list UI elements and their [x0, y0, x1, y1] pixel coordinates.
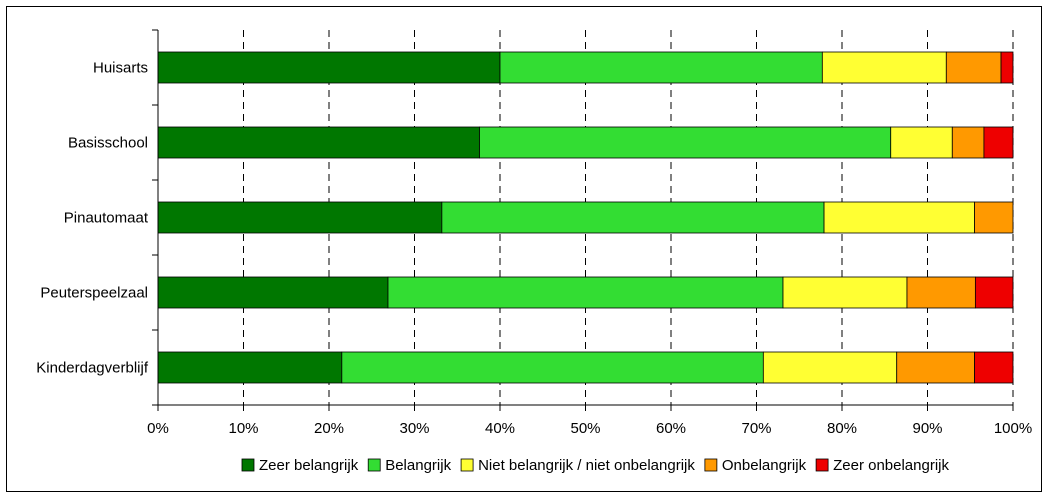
bar-segment [906, 276, 976, 309]
legend: Zeer belangrijk Belangrijk Niet belangrijk… [241, 457, 950, 474]
legend-swatch [241, 458, 255, 472]
bar-segment [974, 201, 1014, 234]
bars [157, 51, 1014, 384]
category-label: Huisarts [93, 60, 148, 77]
bar-segment [157, 126, 480, 159]
bar-segment [782, 276, 908, 309]
category-label: Pinautomaat [64, 210, 149, 227]
legend-label: Onbelangrijk [722, 457, 807, 474]
bar-segment [951, 126, 985, 159]
x-tick-label: 90% [912, 420, 942, 437]
legend-swatch [367, 458, 381, 472]
bar-segment [823, 201, 975, 234]
x-tick-label: 10% [228, 420, 258, 437]
category-label: Basisschool [68, 135, 148, 152]
x-tick-label: 40% [485, 420, 515, 437]
x-tick-label: 70% [741, 420, 771, 437]
chart-frame [6, 6, 1042, 492]
legend-label: Belangrijk [385, 457, 451, 474]
x-tick-label: 30% [399, 420, 429, 437]
bar-segment [974, 351, 1014, 384]
bar-segment [890, 126, 953, 159]
bar-segment [762, 351, 898, 384]
legend-item: Zeer belangrijk [241, 457, 359, 474]
bar-segment [983, 126, 1014, 159]
x-tick-label: 0% [147, 420, 169, 437]
x-tick-label: 100% [994, 420, 1032, 437]
legend-swatch [460, 458, 474, 472]
bar-segment [974, 276, 1014, 309]
category-label: Kinderdagverblijf [36, 360, 149, 377]
bar-segment [157, 276, 389, 309]
legend-item: Belangrijk [367, 457, 452, 474]
category-label: Peuterspeelzaal [40, 285, 148, 302]
bar-segment [157, 51, 501, 84]
bar-segment [821, 51, 947, 84]
legend-item: Niet belangrijk / niet onbelangrijk [460, 457, 695, 474]
legend-swatch [704, 458, 718, 472]
bar-segment [499, 51, 823, 84]
x-tick-label: 20% [314, 420, 344, 437]
legend-label: Zeer onbelangrijk [833, 457, 949, 474]
legend-item: Zeer onbelangrijk [815, 457, 950, 474]
x-tick-label: 50% [570, 420, 600, 437]
bar-segment [387, 276, 784, 309]
bar-segment [341, 351, 764, 384]
gridlines [243, 30, 1014, 405]
legend-item: Onbelangrijk [704, 457, 807, 474]
bar-segment [896, 351, 975, 384]
bar-segment [1000, 51, 1014, 84]
axes: 0% 10% 20% 30% 40% 50% 60% 70% 80% 90% 100% Huisart… [36, 29, 1032, 437]
bar-segment [157, 351, 343, 384]
bar-segment [479, 126, 892, 159]
x-tick-label: 60% [656, 420, 686, 437]
bar-segment [157, 201, 443, 234]
bar-segment [441, 201, 825, 234]
legend-label: Zeer belangrijk [259, 457, 359, 474]
legend-swatch [815, 458, 829, 472]
legend-label: Niet belangrijk / niet onbelangrijk [478, 457, 695, 474]
x-tick-label: 80% [827, 420, 857, 437]
bar-segment [945, 51, 1002, 84]
